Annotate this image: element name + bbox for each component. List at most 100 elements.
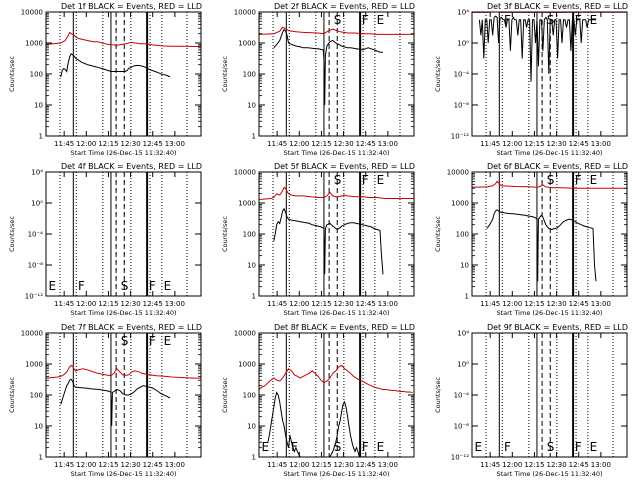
y-tick-label: 1000 xyxy=(238,200,256,208)
y-tick-label: 10 xyxy=(34,423,43,431)
events-series-line xyxy=(60,53,171,78)
y-tick-label: 100 xyxy=(243,231,256,239)
y-axis-label: Counts/sec xyxy=(434,216,442,252)
events-series-line xyxy=(60,378,171,427)
x-tick-label: 12:45 xyxy=(569,461,589,469)
y-tick-label: 10⁴ xyxy=(457,330,469,338)
x-tick-label: 11:45 xyxy=(267,300,287,308)
x-tick-label: 11:45 xyxy=(54,140,74,148)
y-tick-label: 1 xyxy=(252,133,256,141)
y-tick-label: 10000 xyxy=(447,169,469,177)
time-marker-label: E xyxy=(590,13,598,27)
panel-6: Det 6f BLACK = Events, RED = LLD S F E 1 10 10… xyxy=(434,162,628,317)
y-tick-label: 1 xyxy=(252,293,256,301)
x-tick-label: 11:45 xyxy=(267,140,287,148)
x-tick-label: 12:45 xyxy=(143,461,163,469)
x-tick-label: 12:00 xyxy=(502,461,522,469)
lld-series-line xyxy=(472,180,627,189)
x-tick-label: 12:45 xyxy=(356,140,376,148)
time-marker-label: E xyxy=(377,13,385,27)
time-marker-label: E xyxy=(474,440,482,454)
x-tick-label: 12:00 xyxy=(76,461,96,469)
panel-1: Det 1f BLACK = Events, RED = LLD 1 10 100 10… xyxy=(8,2,202,157)
y-tick-label: 100 xyxy=(30,392,43,400)
y-tick-label: 10 xyxy=(34,102,43,110)
y-tick-label: 10⁰ xyxy=(457,361,469,369)
y-tick-label: 1000 xyxy=(25,40,43,48)
y-tick-label: 10⁻⁴ xyxy=(454,392,470,400)
x-tick-label: 12:15 xyxy=(98,461,118,469)
panel-7: Det 7f BLACK = Events, RED = LLD S F E 1 10 10… xyxy=(8,323,202,478)
x-axis-label: Start Time (26-Dec-15 11:32:40) xyxy=(496,149,602,157)
x-tick-label: 11:45 xyxy=(480,461,500,469)
time-marker-label: E xyxy=(164,334,172,348)
y-tick-label: 10⁻⁴ xyxy=(28,231,44,239)
time-marker-label: E xyxy=(590,173,598,187)
time-marker-label: F xyxy=(291,440,298,454)
x-axis-label: Start Time (26-Dec-15 11:32:40) xyxy=(70,470,176,478)
y-tick-label: 100 xyxy=(30,71,43,79)
y-tick-label: 10000 xyxy=(21,9,43,17)
time-marker-label: E xyxy=(377,440,385,454)
y-tick-label: 10⁻⁸ xyxy=(454,102,470,110)
x-axis-label: Start Time (26-Dec-15 11:32:40) xyxy=(283,309,389,317)
x-tick-label: 12:30 xyxy=(333,140,353,148)
events-series-line xyxy=(273,28,383,106)
time-marker-label: F xyxy=(362,173,369,187)
y-tick-label: 100 xyxy=(456,231,469,239)
panel-title: Det 3f BLACK = Events, RED = LLD xyxy=(487,2,628,11)
time-marker-label: F xyxy=(575,173,582,187)
panel-title: Det 8f BLACK = Events, RED = LLD xyxy=(274,323,415,332)
x-tick-label: 11:45 xyxy=(480,300,500,308)
x-tick-label: 12:30 xyxy=(333,461,353,469)
x-tick-label: 13:00 xyxy=(591,461,611,469)
time-marker-label: F xyxy=(575,440,582,454)
x-tick-label: 12:30 xyxy=(546,140,566,148)
panel-title: Det 9f BLACK = Events, RED = LLD xyxy=(487,323,628,332)
x-tick-label: 13:00 xyxy=(378,461,398,469)
events-series-line xyxy=(486,209,597,282)
panel-title: Det 7f BLACK = Events, RED = LLD xyxy=(61,323,202,332)
time-marker-label: F xyxy=(78,279,85,293)
y-tick-label: 10 xyxy=(247,423,256,431)
x-tick-label: 12:30 xyxy=(120,300,140,308)
lld-series-line xyxy=(259,186,414,200)
y-axis-label: Counts/sec xyxy=(434,56,442,92)
y-tick-label: 1000 xyxy=(25,361,43,369)
time-marker-label: F xyxy=(149,279,156,293)
x-tick-label: 12:15 xyxy=(524,140,544,148)
plot-frame xyxy=(471,171,628,297)
y-tick-label: 100 xyxy=(243,392,256,400)
events-series-line xyxy=(478,15,596,82)
y-tick-label: 10⁰ xyxy=(457,40,469,48)
y-tick-label: 10 xyxy=(460,262,469,270)
x-tick-label: 12:30 xyxy=(120,461,140,469)
x-tick-label: 12:30 xyxy=(333,300,353,308)
time-marker-label: S xyxy=(121,334,129,348)
x-axis-label: Start Time (26-Dec-15 11:32:40) xyxy=(70,309,176,317)
x-tick-label: 12:15 xyxy=(524,300,544,308)
y-tick-label: 1000 xyxy=(238,40,256,48)
x-tick-label: 12:00 xyxy=(289,461,309,469)
panel-title: Det 4f BLACK = Events, RED = LLD xyxy=(61,162,202,171)
time-marker-label: F xyxy=(362,13,369,27)
y-tick-label: 10⁻¹² xyxy=(25,293,43,301)
x-tick-label: 11:45 xyxy=(54,461,74,469)
plot-frame xyxy=(471,332,628,458)
x-tick-label: 13:00 xyxy=(165,300,185,308)
x-tick-label: 12:45 xyxy=(569,300,589,308)
x-tick-label: 12:15 xyxy=(524,461,544,469)
x-tick-label: 11:45 xyxy=(267,461,287,469)
panel-5: Det 5f BLACK = Events, RED = LLD S F E 1 10 10… xyxy=(221,162,415,317)
x-tick-label: 12:45 xyxy=(356,300,376,308)
y-tick-label: 1000 xyxy=(451,200,469,208)
lld-series-line xyxy=(259,26,414,35)
x-axis-label: Start Time (26-Dec-15 11:32:40) xyxy=(496,470,602,478)
x-tick-label: 11:45 xyxy=(480,140,500,148)
y-tick-label: 10000 xyxy=(21,330,43,338)
y-axis-label: Counts/sec xyxy=(434,377,442,413)
x-tick-label: 11:45 xyxy=(54,300,74,308)
y-tick-label: 10000 xyxy=(234,330,256,338)
